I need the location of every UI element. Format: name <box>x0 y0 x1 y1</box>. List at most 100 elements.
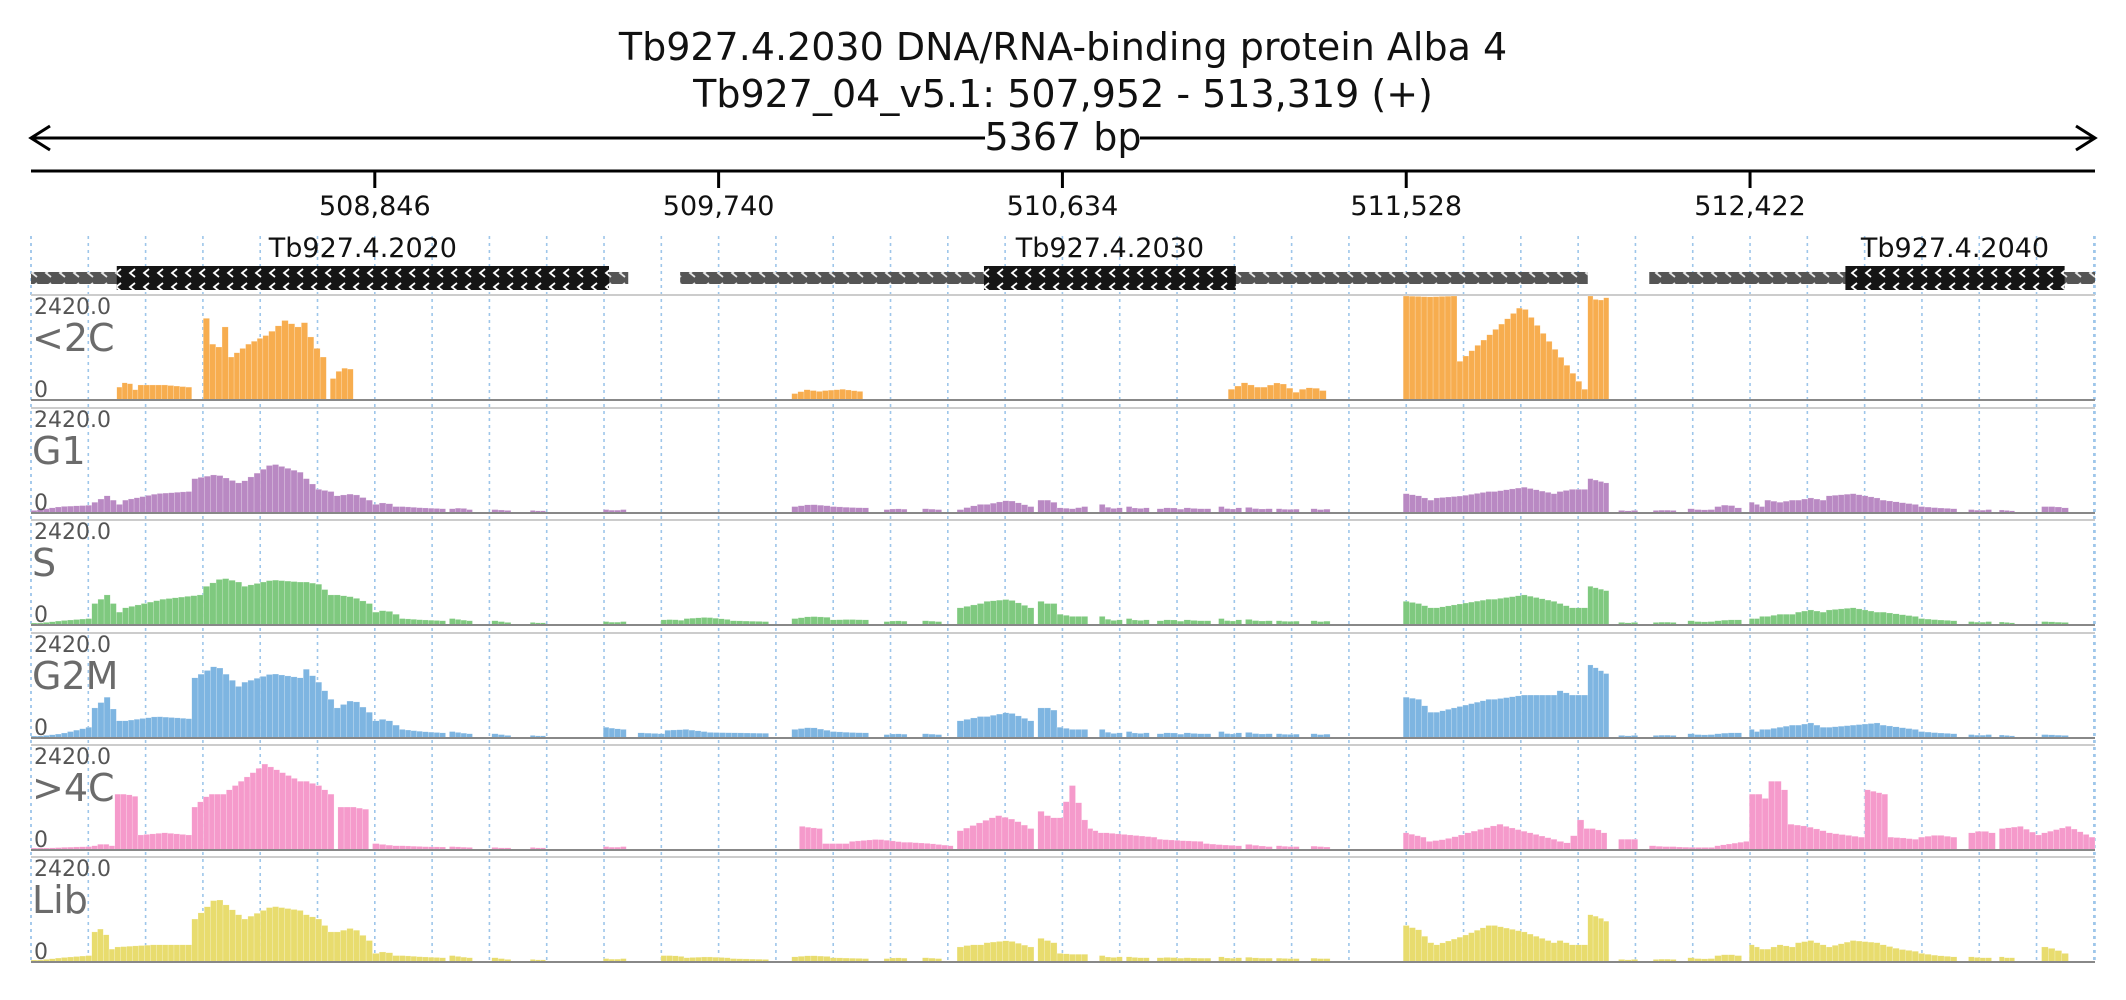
coverage-bar <box>1267 384 1274 401</box>
coverage-bar <box>1624 839 1632 851</box>
coverage-bar <box>253 472 261 514</box>
coverage-bar <box>1870 791 1877 851</box>
coverage-bar <box>116 720 123 739</box>
coverage-bar <box>247 915 255 963</box>
coverage-bar <box>983 716 991 739</box>
coverage-bar <box>822 390 829 401</box>
y-min-label: 0 <box>34 491 48 516</box>
coverage-bar <box>1409 494 1416 514</box>
coverage-bar <box>1801 498 1808 514</box>
track-g2m: 2420.0 0 G2M <box>30 632 2095 741</box>
coverage-bar <box>983 942 991 963</box>
coverage-bar <box>1826 727 1833 739</box>
gene-tb927-4-2030 <box>680 266 1588 290</box>
coverage-bar <box>315 583 322 626</box>
coverage-bar <box>1050 817 1058 851</box>
coverage-bar <box>356 807 363 851</box>
coverage-bar <box>1503 489 1510 514</box>
coverage-bar <box>214 793 221 851</box>
coverage-bar <box>1731 842 1738 851</box>
coverage-bar <box>1462 355 1470 401</box>
coverage-bar <box>797 391 805 401</box>
coverage-bar <box>1509 696 1516 739</box>
coverage-bar <box>251 341 258 401</box>
coverage-bar <box>126 946 133 963</box>
coverage-bar <box>1858 836 1865 851</box>
coverage-bar <box>1279 383 1287 401</box>
coverage-bar <box>1737 842 1744 851</box>
coverage-bar <box>2054 950 2062 963</box>
coverage-bar <box>1197 841 1204 851</box>
coverage-bar <box>1598 918 1604 963</box>
coverage-bar <box>1063 953 1070 963</box>
coverage-bar <box>1008 500 1016 514</box>
coverage-bar <box>1468 601 1475 626</box>
coverage-bar <box>1837 726 1845 739</box>
span-arrow-right <box>2075 124 2098 152</box>
coverage-bar <box>963 606 971 626</box>
coverage-bar <box>1867 941 1875 963</box>
coverage-bar <box>2011 826 2018 851</box>
coverage-bar <box>1534 325 1541 401</box>
coverage-bar <box>1533 694 1540 739</box>
coverage-bar <box>1027 607 1035 626</box>
coverage-bar <box>963 719 971 739</box>
coverage-bar <box>1603 590 1610 626</box>
coverage-bar <box>1521 594 1528 626</box>
coverage-bar <box>1550 493 1558 514</box>
coverage-bar <box>1426 296 1434 401</box>
coverage-bar <box>128 719 135 739</box>
coverage-bar <box>1795 499 1802 514</box>
coverage-bar <box>319 356 327 401</box>
coverage-bar <box>159 599 167 626</box>
coverage-bar <box>1556 690 1564 739</box>
coverage-bar <box>309 783 316 851</box>
coverage-bar <box>147 601 154 626</box>
coverage-bar <box>804 827 812 851</box>
coverage-bar <box>1433 607 1440 626</box>
track-s: 2420.0 0 S <box>30 519 2095 628</box>
coverage-bar <box>1075 729 1082 739</box>
coverage-bar <box>828 389 835 401</box>
coverage-bar <box>1776 614 1784 626</box>
coverage-bar <box>114 793 121 851</box>
coverage-bar <box>1409 698 1416 739</box>
coverage-bar <box>1592 479 1599 514</box>
coverage-bar <box>85 505 92 514</box>
coverage-bar <box>260 469 267 514</box>
coverage-bar <box>103 934 110 963</box>
coverage-bar <box>1402 295 1410 401</box>
coverage-bar <box>1254 386 1262 401</box>
coverage-bar <box>1002 712 1010 739</box>
coverage-bar <box>1843 725 1851 739</box>
coverage-bar <box>385 720 393 739</box>
coverage-bar <box>1583 828 1590 851</box>
coverage-bar <box>1557 357 1565 401</box>
coverage-bar <box>1943 836 1951 851</box>
coverage-bar <box>241 480 249 514</box>
coverage-bar <box>860 840 867 851</box>
coverage-bar <box>1234 385 1242 401</box>
coverage-bar <box>1037 499 1045 514</box>
y-max-label: 2420.0 <box>34 857 111 882</box>
coverage-bar <box>1544 837 1552 851</box>
coverage-bar <box>1831 945 1839 963</box>
span-arrow-left <box>28 124 51 152</box>
coverage-bar <box>1924 836 1932 851</box>
coverage-bar <box>1063 728 1070 739</box>
coverage-bar <box>191 806 198 851</box>
coverage-bar <box>1420 836 1427 851</box>
coverage-bar <box>1522 309 1529 401</box>
coverage-bar <box>1581 489 1588 514</box>
coverage-bar <box>110 499 117 514</box>
coverage-bar <box>1527 488 1534 514</box>
coverage-tracks: 2420.00<2C2420.00G12420.00S2420.00G2M242… <box>30 294 2096 965</box>
coverage-bar <box>1002 500 1010 514</box>
coverage-bar <box>1069 729 1076 739</box>
coverage-bar <box>73 729 80 739</box>
gene-tb927-4-2040 <box>1649 266 2095 290</box>
coverage-bar <box>1474 702 1481 739</box>
coverage-bar <box>262 335 269 401</box>
coverage-bar <box>1521 487 1528 514</box>
y-max-label: 2420.0 <box>34 745 111 770</box>
